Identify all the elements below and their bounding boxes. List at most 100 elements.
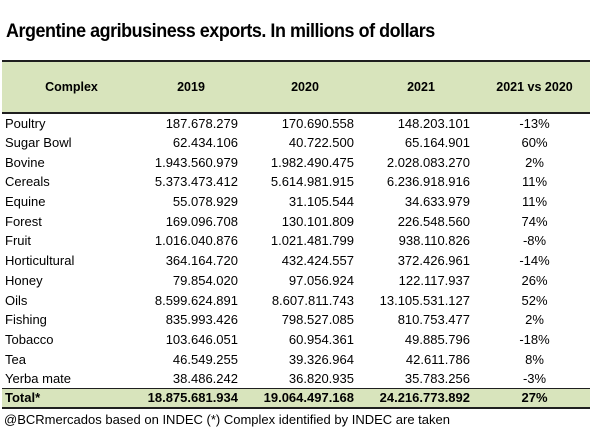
cell-complex: Fishing	[5, 312, 47, 328]
cell-2020: 40.722.500	[288, 135, 354, 151]
total-2020: 19.064.497.168	[263, 390, 354, 406]
cell-2021: 65.164.901	[404, 135, 470, 151]
cell-change: -3%	[522, 371, 547, 387]
cell-2019: 8.599.624.891	[154, 292, 238, 308]
table-row: Sugar Bowl 62.434.106 40.722.500 65.164.…	[2, 133, 590, 153]
cell-2021: 2.028.083.270	[386, 154, 470, 170]
table-row: Honey 79.854.020 97.056.924 122.117.937 …	[2, 271, 590, 291]
cell-2020: 39.326.964	[288, 351, 354, 367]
cell-complex: Yerba mate	[5, 371, 72, 387]
cell-complex: Fruit	[5, 233, 31, 249]
table-row: Tea 46.549.255 39.326.964 42.611.786 8%	[2, 349, 590, 369]
cell-2020: 97.056.924	[288, 272, 354, 288]
cell-complex: Bovine	[5, 154, 45, 170]
table-row: Fruit 1.016.040.876 1.021.481.799 938.11…	[2, 231, 590, 251]
table-row: Oils 8.599.624.891 8.607.811.743 13.105.…	[2, 290, 590, 310]
cell-complex: Poultry	[5, 115, 46, 131]
table-row: Cereals 5.373.473.412 5.614.981.915 6.23…	[2, 172, 590, 192]
cell-2021: 42.611.786	[405, 351, 470, 367]
cell-change: 2%	[525, 312, 544, 328]
cell-change: 74%	[521, 213, 548, 229]
cell-change: 8%	[525, 351, 544, 367]
column-header-complex: Complex	[45, 80, 98, 94]
cell-change: -8%	[522, 233, 547, 249]
total-row: Total* 18.875.681.934 19.064.497.168 24.…	[2, 388, 590, 408]
total-change: 27%	[521, 390, 548, 406]
cell-2019: 55.078.929	[172, 194, 238, 210]
cell-2019: 38.486.242	[172, 371, 238, 387]
cell-2020: 170.690.558	[281, 115, 354, 131]
cell-2020: 1.982.490.475	[270, 154, 354, 170]
cell-2021: 226.548.560	[397, 213, 470, 229]
table-row: Yerba mate 38.486.242 36.820.935 35.783.…	[2, 369, 590, 389]
cell-2021: 810.753.477	[397, 312, 470, 328]
cell-change: -13%	[519, 115, 550, 131]
cell-2021: 34.633.979	[404, 194, 470, 210]
cell-2019: 79.854.020	[172, 272, 238, 288]
cell-2019: 5.373.473.412	[154, 174, 238, 190]
cell-change: 2%	[525, 154, 544, 170]
cell-2021: 35.783.256	[404, 371, 470, 387]
cell-complex: Tobacco	[5, 331, 54, 347]
cell-2021: 49.885.796	[404, 331, 470, 347]
cell-2020: 8.607.811.743	[271, 292, 354, 308]
cell-2019: 103.646.051	[165, 331, 238, 347]
total-2019: 18.875.681.934	[147, 390, 238, 406]
cell-complex: Equine	[5, 194, 46, 210]
cell-2019: 187.678.279	[165, 115, 238, 131]
total-2021: 24.216.773.892	[379, 390, 470, 406]
table-row: Equine 55.078.929 31.105.544 34.633.979 …	[2, 192, 590, 212]
cell-change: 11%	[521, 174, 548, 190]
cell-2020: 130.101.809	[281, 213, 354, 229]
cell-2021: 372.426.961	[397, 253, 470, 269]
exports-table-container: Complex 2019 2020 2021 2021 vs 2020 Poul…	[2, 60, 590, 409]
cell-2019: 835.993.426	[165, 312, 238, 328]
cell-2020: 1.021.481.799	[270, 233, 354, 249]
cell-2021: 938.110.826	[398, 233, 470, 249]
cell-2019: 169.096.708	[165, 213, 238, 229]
header-row: Complex 2019 2020 2021 2021 vs 2020	[2, 61, 590, 113]
column-header-2021: 2021	[407, 80, 435, 94]
cell-2020: 60.954.361	[288, 331, 354, 347]
source-note: @BCRmercados based on INDEC (*) Complex …	[4, 412, 450, 427]
cell-2021: 122.117.937	[398, 272, 470, 288]
cell-2021: 13.105.531.127	[379, 292, 470, 308]
table-row: Tobacco 103.646.051 60.954.361 49.885.79…	[2, 330, 590, 350]
cell-complex: Sugar Bowl	[5, 135, 72, 151]
cell-change: -14%	[519, 253, 550, 269]
table-row: Forest 169.096.708 130.101.809 226.548.5…	[2, 211, 590, 231]
table-row: Fishing 835.993.426 798.527.085 810.753.…	[2, 310, 590, 330]
cell-change: 52%	[521, 292, 548, 308]
cell-2019: 46.549.255	[172, 351, 238, 367]
cell-2020: 36.820.935	[288, 371, 354, 387]
table-row: Horticultural 364.164.720 432.424.557 37…	[2, 251, 590, 271]
cell-change: 11%	[521, 194, 548, 210]
table-row: Poultry 187.678.279 170.690.558 148.203.…	[2, 113, 590, 133]
column-header-change: 2021 vs 2020	[496, 80, 573, 94]
cell-complex: Tea	[5, 351, 26, 367]
cell-complex: Oils	[5, 292, 28, 308]
cell-2021: 148.203.101	[397, 115, 470, 131]
cell-2019: 62.434.106	[172, 135, 238, 151]
cell-2019: 1.016.040.876	[154, 233, 238, 249]
total-label: Total*	[5, 390, 41, 406]
cell-2021: 6.236.918.916	[386, 174, 470, 190]
cell-2020: 31.105.544	[288, 194, 354, 210]
cell-2019: 1.943.560.979	[154, 154, 238, 170]
table-header: Complex 2019 2020 2021 2021 vs 2020	[2, 61, 590, 113]
table-title: Argentine agribusiness exports. In milli…	[6, 20, 435, 42]
table-row: Bovine 1.943.560.979 1.982.490.475 2.028…	[2, 152, 590, 172]
cell-complex: Horticultural	[5, 253, 75, 269]
cell-2019: 364.164.720	[165, 253, 238, 269]
cell-2020: 798.527.085	[281, 312, 354, 328]
cell-complex: Honey	[5, 272, 43, 288]
cell-change: 60%	[521, 135, 548, 151]
cell-complex: Forest	[5, 213, 42, 229]
column-header-2019: 2019	[177, 80, 205, 94]
cell-2020: 432.424.557	[281, 253, 354, 269]
cell-change: 26%	[521, 272, 548, 288]
cell-complex: Cereals	[5, 174, 50, 190]
column-header-2020: 2020	[291, 80, 319, 94]
cell-change: -18%	[519, 331, 550, 347]
cell-2020: 5.614.981.915	[270, 174, 354, 190]
